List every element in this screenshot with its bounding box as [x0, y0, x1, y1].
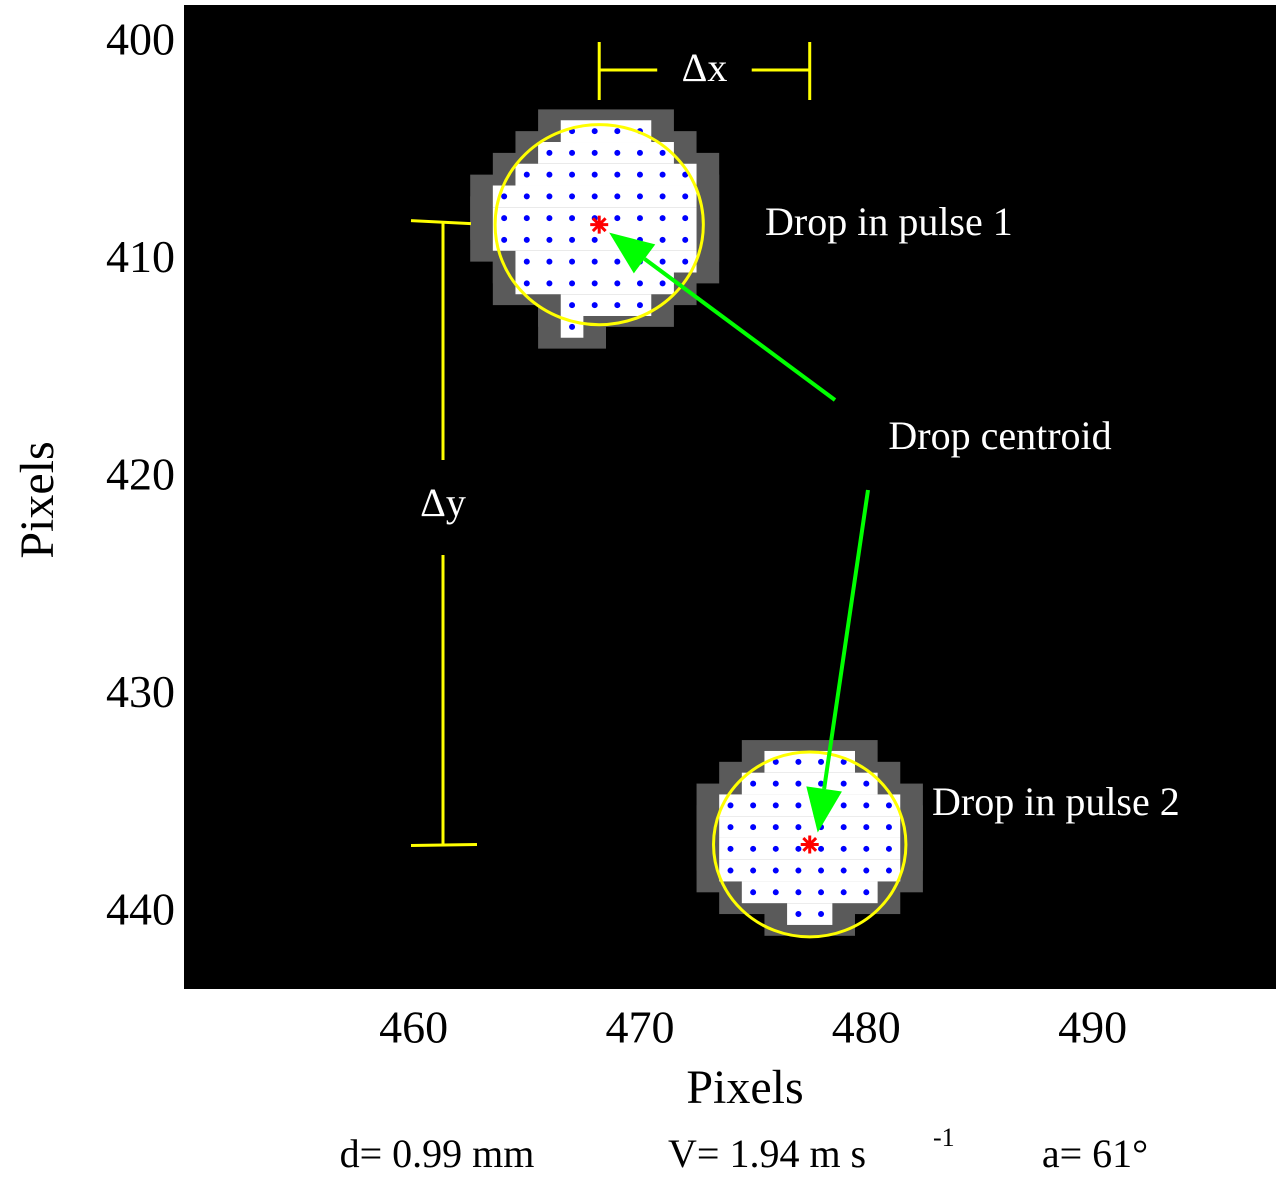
footer: d= 0.99 mm V= 1.94 m s -1 a= 61° [340, 1123, 1149, 1176]
chart: Pixels Pixels d= 0.99 mm V= 1.94 m s -1 … [0, 0, 1276, 1179]
x-tick-label: 490 [1058, 1002, 1127, 1053]
y-tick-label: 430 [106, 666, 175, 717]
centroid-marker [801, 835, 819, 853]
velocity-exponent: -1 [933, 1123, 955, 1152]
y-tick-label: 420 [106, 449, 175, 500]
pixel-row [719, 816, 900, 838]
pixel-row [538, 142, 674, 164]
pixel-dots [569, 324, 575, 330]
y-axis-label: Pixels [11, 441, 64, 558]
centroid-marker [590, 216, 608, 234]
y-tick-label: 410 [106, 231, 175, 282]
x-tick-label: 480 [832, 1002, 901, 1053]
y-tick-label: 440 [106, 884, 175, 935]
x-axis-label: Pixels [686, 1061, 803, 1114]
x-tick-label: 460 [379, 1002, 448, 1053]
pixel-row [515, 251, 696, 273]
y-tick-label: 400 [106, 14, 175, 65]
delta-y-label: Δy [420, 480, 466, 525]
angle-text: a= 61° [1042, 1131, 1148, 1176]
pixel-row [787, 903, 832, 925]
delta-x-label: Δx [682, 45, 728, 90]
delta-y-bar [411, 844, 477, 845]
x-tick-label: 470 [605, 1002, 674, 1053]
diameter-text: d= 0.99 mm [340, 1131, 535, 1176]
pixel-row [742, 881, 878, 903]
drop-label: Drop in pulse 1 [765, 199, 1013, 244]
drop-label: Drop in pulse 2 [932, 779, 1180, 824]
centroid-label: Drop centroid [888, 413, 1111, 458]
pixel-row [719, 860, 900, 882]
pixel-row [515, 164, 696, 186]
velocity-text: V= 1.94 m s [668, 1131, 866, 1176]
